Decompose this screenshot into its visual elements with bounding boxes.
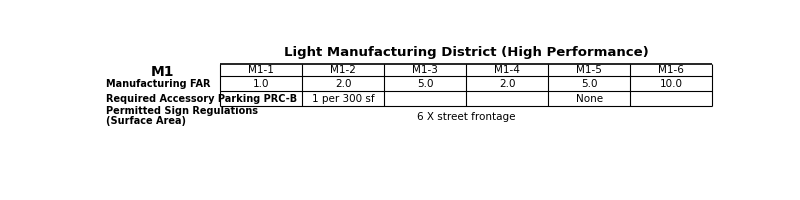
Text: None: None xyxy=(576,94,602,104)
Text: 10.0: 10.0 xyxy=(660,79,682,89)
Text: Permitted Sign Regulations: Permitted Sign Regulations xyxy=(106,106,258,116)
Text: M1-2: M1-2 xyxy=(330,65,356,75)
Text: 6 X street frontage: 6 X street frontage xyxy=(417,112,515,122)
Text: 5.0: 5.0 xyxy=(417,79,434,89)
Text: M1-5: M1-5 xyxy=(576,65,602,75)
Text: (Surface Area): (Surface Area) xyxy=(106,116,186,126)
Text: M1-6: M1-6 xyxy=(658,65,684,75)
Text: M1-3: M1-3 xyxy=(412,65,438,75)
Text: 2.0: 2.0 xyxy=(499,79,515,89)
Text: Manufacturing FAR: Manufacturing FAR xyxy=(106,79,210,89)
Text: 1.0: 1.0 xyxy=(253,79,270,89)
Text: 5.0: 5.0 xyxy=(581,79,598,89)
Text: Light Manufacturing District (High Performance): Light Manufacturing District (High Perfo… xyxy=(284,46,649,59)
Text: M1: M1 xyxy=(150,65,174,79)
Text: 2.0: 2.0 xyxy=(335,79,351,89)
Text: 1 per 300 sf: 1 per 300 sf xyxy=(312,94,374,104)
Text: M1-1: M1-1 xyxy=(248,65,274,75)
Text: Required Accessory Parking PRC-B: Required Accessory Parking PRC-B xyxy=(106,94,298,104)
Text: M1-4: M1-4 xyxy=(494,65,520,75)
